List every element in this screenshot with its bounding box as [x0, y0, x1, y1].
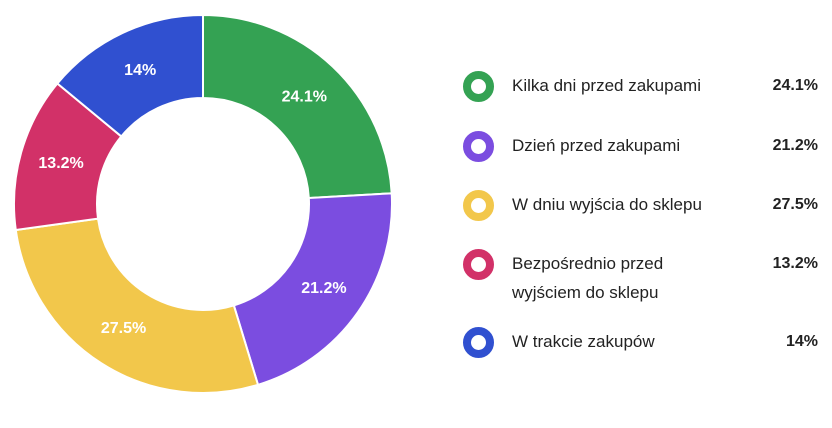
legend-marker-icon	[463, 327, 494, 358]
slice-w-dniu-wyjscia[interactable]	[14, 217, 260, 394]
legend-label: W dniu wyjścia do sklepu	[512, 195, 702, 214]
legend-marker-icon	[463, 131, 494, 162]
donut-chart: 24.1% 21.2% 27.5% 13.2% 14%	[13, 13, 393, 394]
slice-kilka-dni[interactable]	[202, 13, 393, 200]
slice-label-dzien-przed: 21.2%	[301, 280, 346, 297]
legend-value: 21.2%	[772, 137, 818, 154]
legend-value: 24.1%	[772, 77, 818, 94]
slice-label-kilka-dni: 24.1%	[282, 88, 327, 105]
slice-label-w-dniu-wyjscia: 27.5%	[101, 320, 146, 337]
legend-label: Dzień przed zakupami	[512, 136, 681, 155]
legend-marker-icon	[463, 190, 494, 221]
slice-dzien-przed[interactable]	[232, 192, 393, 387]
legend-marker-icon	[463, 71, 494, 102]
slice-w-trakcie-zakupow[interactable]	[55, 13, 204, 138]
slice-label-bezposrednio-przed: 13.2%	[38, 155, 83, 172]
chart-legend: Kilka dni przed zakupami 24.1% Dzień prz…	[456, 0, 822, 428]
legend-value: 27.5%	[772, 196, 818, 213]
legend-marker-icon	[463, 249, 494, 280]
legend-value: 13.2%	[772, 255, 818, 272]
slice-label-w-trakcie-zakupow: 14%	[124, 62, 156, 79]
legend-label: Bezpośrednio przed wyjściem do sklepu	[512, 254, 664, 302]
legend-label: Kilka dni przed zakupami	[512, 76, 701, 95]
legend-value: 14%	[785, 333, 818, 350]
legend-label: W trakcie zakupów	[512, 332, 655, 351]
